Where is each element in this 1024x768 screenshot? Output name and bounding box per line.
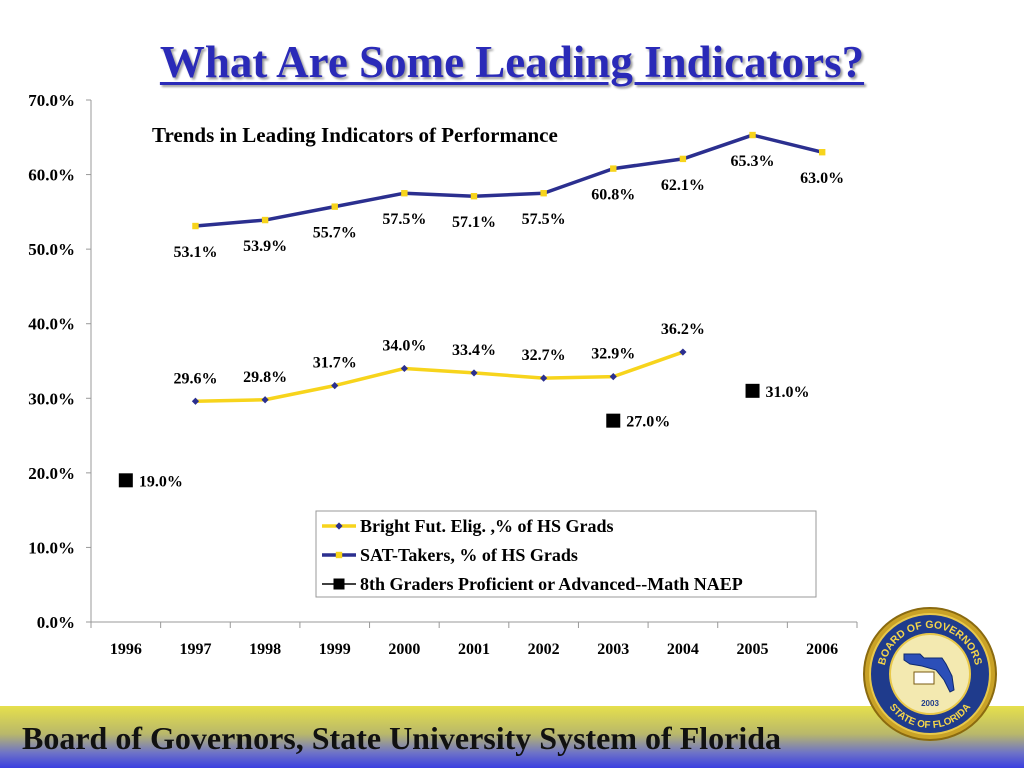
x-tick-label: 1997 — [179, 641, 211, 658]
data-point — [400, 364, 408, 373]
data-label: 65.3% — [731, 153, 775, 170]
y-tick-label: 30.0% — [28, 389, 75, 408]
book-icon — [913, 671, 935, 685]
chart-title: Trends in Leading Indicators of Performa… — [152, 123, 558, 147]
data-point — [606, 413, 621, 428]
series-line — [195, 133, 823, 228]
board-of-governors-seal: BOARD OF GOVERNORS STATE OF FLORIDA 2003 — [863, 607, 997, 741]
data-label: 31.7% — [313, 355, 357, 372]
slide-title: What Are Some Leading Indicators? — [159, 37, 865, 87]
x-tick-label: 2004 — [667, 641, 699, 658]
legend-box — [315, 510, 817, 598]
data-label: 32.9% — [591, 346, 635, 363]
data-label: 57.5% — [382, 211, 426, 228]
data-label: 32.7% — [522, 347, 566, 364]
x-tick-label: 1996 — [110, 641, 142, 658]
data-point — [191, 397, 200, 405]
legend-swatch-marker — [335, 522, 343, 530]
data-label: 57.5% — [522, 211, 566, 228]
data-point — [818, 149, 826, 156]
data-label: 29.6% — [173, 370, 217, 387]
data-point — [470, 192, 478, 200]
chart: 0.0% 10.0% 20.0% 30.0% 40.0% 50.0% 60.0% 70.0% 1… — [28, 91, 858, 658]
footer-band — [0, 706, 1024, 768]
data-point — [610, 165, 617, 172]
data-label: 34.0% — [382, 337, 426, 354]
series-line — [195, 350, 684, 404]
data-label: 60.8% — [591, 187, 635, 204]
data-label: 55.7% — [313, 225, 357, 242]
y-tick-label: 10.0% — [28, 538, 75, 557]
data-point — [331, 382, 339, 390]
x-tick-label: 2001 — [458, 641, 490, 658]
y-tick-label: 60.0% — [28, 166, 75, 185]
data-point — [401, 190, 408, 197]
data-label: 62.1% — [661, 177, 705, 194]
data-point — [261, 216, 269, 224]
legend-label: 8th Graders Proficient or Advanced--Math… — [360, 574, 743, 594]
data-label: 57.1% — [452, 214, 496, 231]
data-label: 29.8% — [243, 369, 287, 386]
data-point — [540, 190, 547, 197]
data-label: 63.0% — [800, 170, 844, 187]
x-tick-label: 1998 — [249, 641, 281, 658]
legend-label: Bright Fut. Elig. ,% of HS Grads — [360, 516, 614, 536]
footer-text: Board of Governors, State University Sys… — [22, 720, 782, 756]
data-point — [192, 222, 199, 230]
data-label: 36.2% — [661, 321, 705, 338]
seal-year: 2003 — [921, 699, 939, 708]
y-tick-label: 0.0% — [37, 613, 75, 632]
legend-swatch-marker — [333, 578, 345, 590]
data-label: 31.0% — [766, 384, 810, 401]
data-point — [749, 131, 756, 139]
legend-swatch-marker — [335, 551, 343, 559]
data-point — [609, 373, 617, 381]
data-point — [679, 155, 687, 163]
data-point — [118, 473, 133, 488]
data-point — [470, 369, 478, 377]
x-tick-label: 2000 — [388, 641, 420, 658]
x-tick-label: 2002 — [528, 641, 560, 658]
legend-label: SAT-Takers, % of HS Grads — [360, 545, 578, 565]
data-point — [540, 374, 548, 382]
data-label: 27.0% — [626, 414, 670, 431]
y-tick-label: 50.0% — [28, 240, 75, 259]
x-tick-label: 1999 — [319, 641, 351, 658]
x-tick-label: 2003 — [597, 641, 629, 658]
data-point — [745, 383, 760, 398]
data-label: 53.1% — [173, 244, 217, 261]
data-label: 33.4% — [452, 342, 496, 359]
data-label: 53.9% — [243, 238, 287, 255]
data-label: 19.0% — [139, 473, 183, 490]
y-tick-label: 20.0% — [28, 464, 75, 483]
florida-map-icon — [903, 653, 955, 693]
data-point — [261, 396, 269, 404]
data-point — [679, 348, 687, 356]
x-tick-label: 2006 — [806, 641, 838, 658]
data-point — [331, 203, 338, 210]
y-tick-label: 70.0% — [28, 91, 75, 110]
y-tick-label: 40.0% — [28, 315, 75, 334]
x-tick-label: 2005 — [737, 641, 769, 658]
